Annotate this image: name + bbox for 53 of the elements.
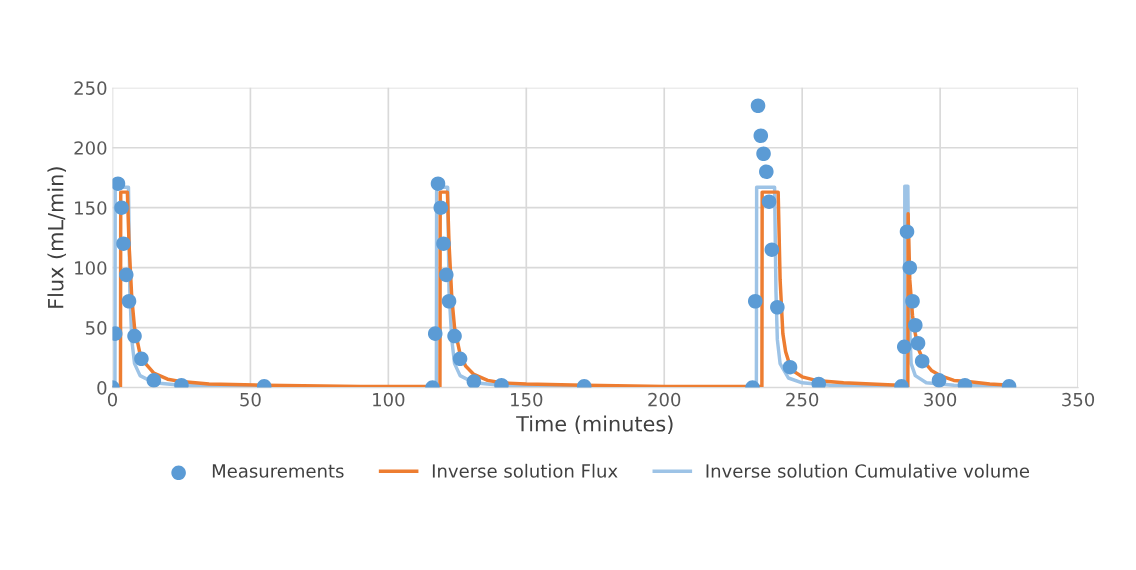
legend-label: Inverse solution Cumulative volume (706, 463, 1030, 478)
point (759, 164, 774, 180)
point (146, 373, 162, 388)
legend-label: Inverse solution Flux (432, 463, 618, 478)
point (452, 351, 468, 367)
point (433, 200, 449, 215)
point (910, 335, 926, 351)
point (114, 200, 129, 215)
point (747, 293, 763, 309)
point (931, 373, 947, 388)
point (905, 293, 920, 309)
y-axis-title: Flux (mL/min) (47, 167, 66, 308)
y-tick-label: 100 (75, 261, 107, 275)
point (121, 293, 137, 309)
x-tick-label: 200 (648, 392, 681, 407)
x-tick-label: 100 (373, 392, 405, 407)
point (436, 236, 451, 251)
point (116, 236, 131, 251)
legend-label: Measurements (212, 464, 344, 478)
point (896, 339, 912, 355)
point (439, 267, 454, 283)
point (908, 317, 923, 333)
x-tick-label: 350 (1062, 392, 1095, 407)
point (112, 176, 126, 192)
point (770, 299, 785, 315)
point (756, 146, 771, 162)
y-tick-label: 200 (74, 141, 107, 155)
y-tick-label: 50 (86, 321, 107, 335)
x-tick-label: 50 (240, 392, 261, 407)
point (118, 267, 134, 283)
y-tick-label: 250 (74, 81, 107, 95)
x-tick-label: 150 (511, 392, 543, 407)
x-tick-label: 250 (786, 392, 819, 407)
point (441, 293, 457, 309)
point (914, 353, 930, 369)
point (899, 224, 915, 239)
point (447, 328, 462, 344)
point (466, 374, 482, 388)
point (764, 242, 780, 257)
x-tick-label: 300 (924, 392, 957, 407)
point (761, 194, 777, 209)
y-tick-label: 0 (97, 381, 107, 395)
point (134, 351, 149, 367)
point (427, 326, 443, 341)
point (430, 176, 446, 192)
point (782, 359, 798, 375)
point (902, 260, 918, 275)
y-tick-label: 150 (75, 201, 107, 215)
x-tick-label: 0 (107, 392, 118, 407)
point (127, 328, 142, 344)
point (750, 98, 766, 114)
x-axis-title: Time (minutes) (516, 415, 673, 435)
point (753, 128, 769, 144)
